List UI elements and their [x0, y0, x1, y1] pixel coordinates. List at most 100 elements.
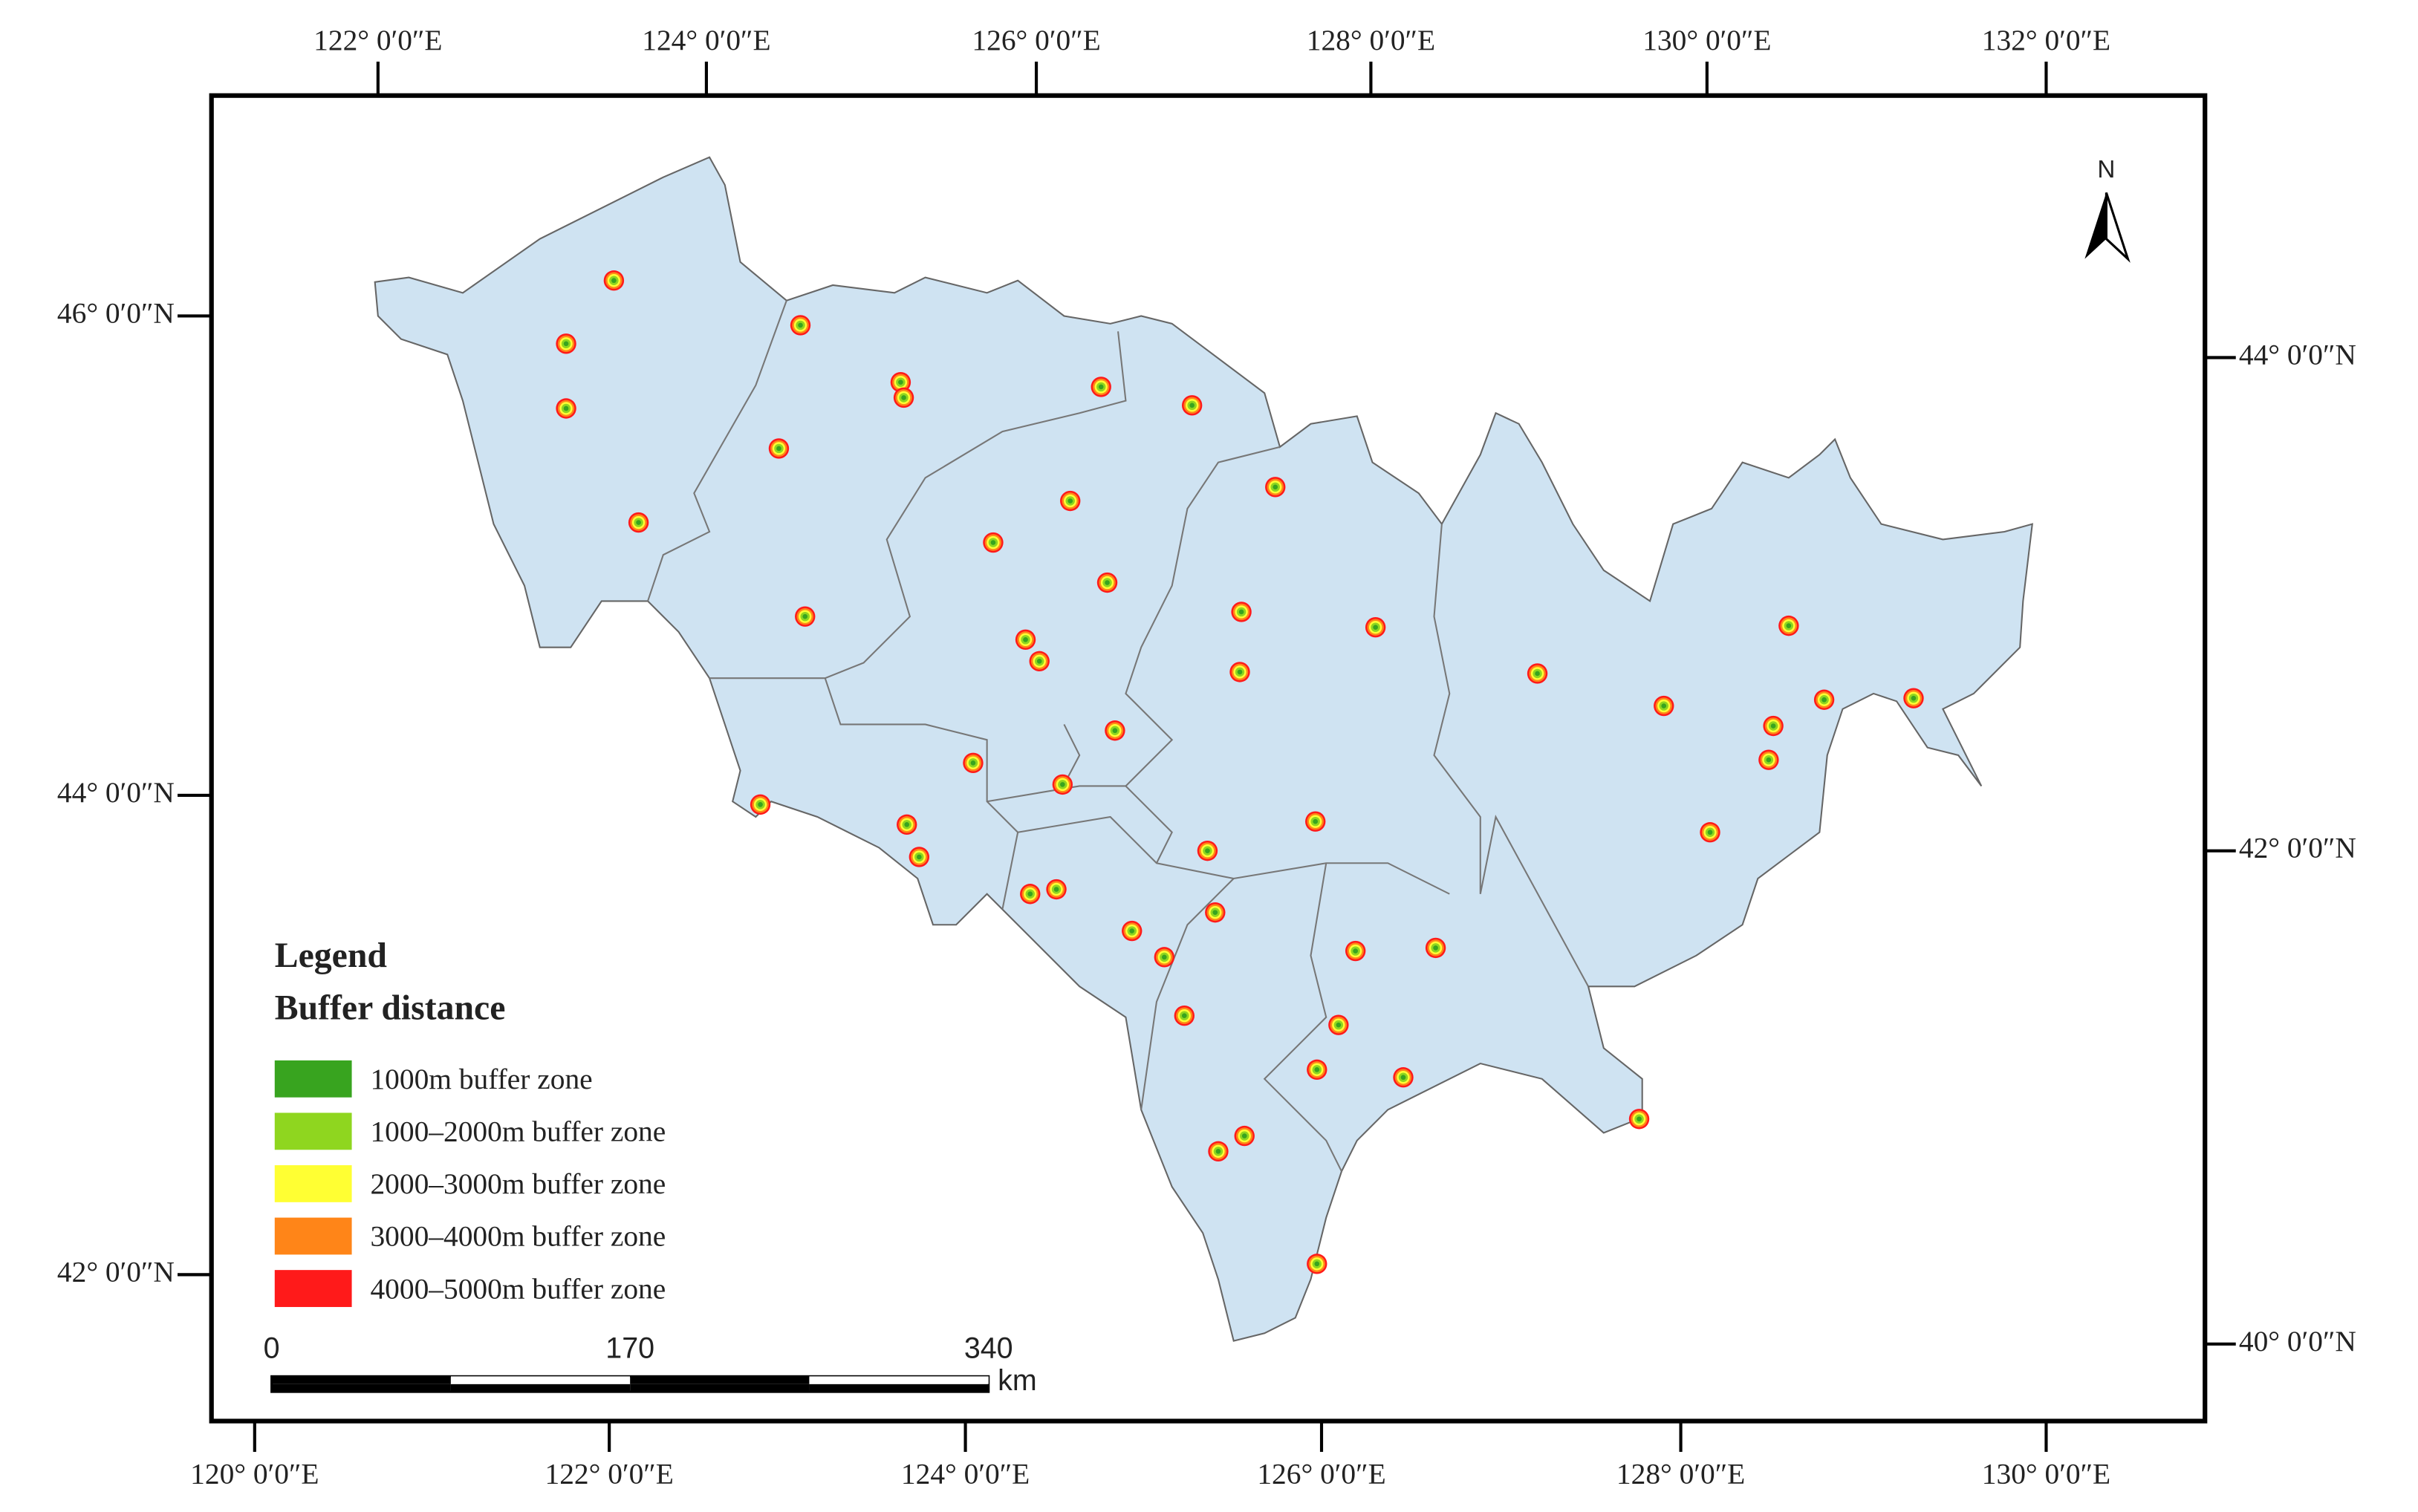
- buffer-site: [1046, 879, 1067, 900]
- buffer-ring: [990, 540, 996, 545]
- buffer-site: [1029, 651, 1050, 672]
- scale-bar-segment: [450, 1376, 631, 1384]
- buffer-ring: [1212, 910, 1218, 915]
- boundary: [1124, 446, 1281, 864]
- buffer-site: [1015, 629, 1036, 651]
- buffer-site: [1813, 689, 1835, 710]
- buffer-ring: [901, 395, 906, 400]
- buffer-site: [1122, 920, 1143, 942]
- left-coord-label: 46° 0′0″N: [57, 297, 175, 330]
- buffer-ring: [1373, 625, 1378, 630]
- right-coord-label: 40° 0′0″N: [2239, 1325, 2356, 1358]
- north-arrow-right: [2105, 192, 2131, 263]
- legend-label: 1000m buffer zone: [370, 1063, 592, 1095]
- buffer-site: [1345, 940, 1366, 962]
- top-coord-label: 122° 0′0″E: [313, 24, 442, 56]
- buffer-site: [963, 752, 984, 774]
- buffer-site: [1060, 490, 1081, 512]
- buffer-site: [1181, 395, 1203, 416]
- buffer-ring: [916, 854, 922, 860]
- boundary: [987, 785, 1126, 803]
- buffer-site: [628, 512, 649, 533]
- scale-bar-segment: [271, 1376, 451, 1384]
- legend-label: 1000–2000m buffer zone: [370, 1115, 666, 1148]
- buffer-ring: [563, 405, 569, 411]
- bottom-coord-label: 130° 0′0″E: [1982, 1457, 2110, 1490]
- legend-swatch: [274, 1270, 352, 1307]
- buffer-site: [1154, 947, 1175, 968]
- buffer-ring: [1707, 830, 1713, 835]
- region: [374, 156, 2033, 1342]
- buffer-ring: [802, 613, 808, 619]
- buffer-ring: [1205, 848, 1210, 853]
- right-coord-label: 42° 0′0″N: [2239, 832, 2356, 864]
- buffer-site: [1328, 1014, 1349, 1035]
- scale-label: 0: [264, 1332, 280, 1365]
- buffer-ring: [1821, 697, 1827, 703]
- buffer-site: [1096, 572, 1118, 593]
- buffer-site: [1425, 937, 1446, 959]
- north-label: N: [2097, 156, 2115, 183]
- legend-swatch: [274, 1217, 352, 1255]
- buffer-ring: [1786, 623, 1792, 628]
- buffer-site: [790, 315, 811, 336]
- buffer-site: [1174, 1006, 1195, 1026]
- buffer-ring: [1053, 887, 1059, 892]
- buffer-site: [1628, 1109, 1650, 1130]
- buffer-ring: [758, 802, 763, 807]
- buffer-site: [897, 814, 917, 835]
- buffer-ring: [1400, 1075, 1406, 1081]
- buffer-ring: [611, 278, 617, 284]
- internal-boundaries: [647, 300, 1589, 1172]
- scale-bar-segment: [809, 1384, 989, 1392]
- buffer-ring: [1215, 1149, 1221, 1154]
- buffer-site: [556, 333, 576, 354]
- buffer-ring: [904, 822, 910, 827]
- boundary: [647, 300, 787, 602]
- buffer-ring: [1770, 723, 1776, 729]
- buffer-site: [1758, 749, 1779, 770]
- buffer-site: [1654, 695, 1674, 717]
- scale-label: 340: [964, 1332, 1013, 1365]
- buffer-site: [1265, 477, 1286, 498]
- buffer-ring: [1766, 757, 1772, 763]
- bottom-coord-label: 122° 0′0″E: [545, 1457, 674, 1490]
- buffer-site: [1205, 902, 1226, 923]
- bottom-coord-label: 126° 0′0″E: [1257, 1457, 1385, 1490]
- legend-label: 4000–5000m buffer zone: [370, 1272, 666, 1305]
- buffer-ring: [898, 379, 903, 385]
- buffer-site: [1305, 811, 1326, 832]
- buffer-ring: [563, 341, 569, 347]
- buffer-ring: [1036, 659, 1042, 664]
- buffer-site: [1105, 720, 1125, 741]
- buffer-ring: [1535, 671, 1540, 677]
- buffer-ring: [1353, 948, 1358, 954]
- buffer-site: [983, 532, 1004, 553]
- buffer-site: [1020, 884, 1041, 905]
- buffer-ring: [1661, 703, 1667, 708]
- buffer-site: [1307, 1059, 1327, 1081]
- buffer-ring: [1241, 1133, 1247, 1138]
- buffer-ring: [1027, 891, 1033, 897]
- buffer-ring: [1637, 1116, 1642, 1122]
- boundary: [1433, 524, 1589, 987]
- buffer-site: [909, 847, 930, 867]
- legend-swatch: [274, 1112, 352, 1150]
- scale-bar-segment: [450, 1384, 631, 1392]
- buffer-ring: [1336, 1022, 1342, 1028]
- buffer-site: [1365, 617, 1386, 638]
- buffer-ring: [1060, 782, 1065, 787]
- boundary: [709, 331, 1127, 680]
- bottom-coord-label: 128° 0′0″E: [1616, 1457, 1745, 1490]
- top-coord-label: 128° 0′0″E: [1307, 24, 1435, 56]
- buffer-ring: [1189, 403, 1195, 408]
- bottom-coord-label: 120° 0′0″E: [190, 1457, 319, 1490]
- buffer-ring: [1023, 636, 1028, 642]
- buffer-site: [1700, 822, 1720, 843]
- buffer-ring: [798, 322, 803, 328]
- scale-bar-segment: [630, 1384, 810, 1392]
- top-coord-label: 126° 0′0″E: [972, 24, 1100, 56]
- buffer-site: [1903, 688, 1924, 708]
- buffer-site: [1234, 1125, 1255, 1147]
